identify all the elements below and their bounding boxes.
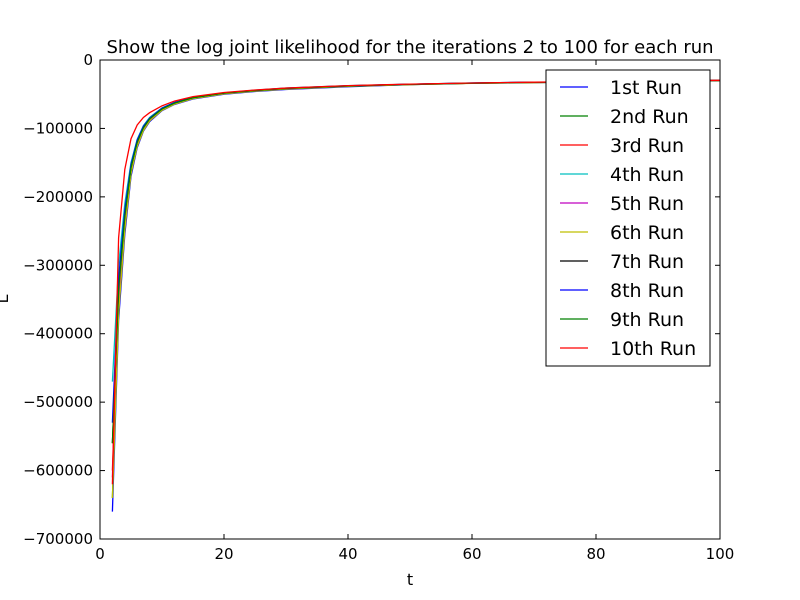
legend-label: 3rd Run — [610, 135, 684, 157]
legend-label: 1st Run — [610, 77, 682, 99]
y-tick-label: −600000 — [23, 462, 93, 480]
y-tick-label: −300000 — [23, 256, 93, 274]
y-axis-label: L — [0, 294, 12, 303]
y-tick-label: −400000 — [23, 325, 93, 343]
series-line-10 — [111, 79, 720, 485]
x-axis-label: t — [407, 570, 413, 589]
series-layer — [111, 79, 720, 512]
y-tick-label: 0 — [83, 51, 93, 69]
x-tick-label: 100 — [706, 545, 735, 563]
y-tick-label: −100000 — [23, 119, 93, 137]
x-tick-label: 20 — [214, 545, 233, 563]
plot-frame — [99, 59, 721, 540]
x-tick-label: 60 — [462, 545, 481, 563]
legend-label: 7th Run — [610, 251, 684, 273]
ticks-layer: 0 20 40 60 80 100 0 −100000 −200000 −300000 −40000… — [23, 51, 734, 563]
legend-label: 5th Run — [610, 193, 684, 215]
x-tick-label: 80 — [586, 545, 605, 563]
legend-box — [545, 69, 711, 367]
legend-label: 4th Run — [610, 164, 684, 186]
x-tick-label: 40 — [338, 545, 357, 563]
chart-title: Show the log joint likelihood for the it… — [106, 37, 713, 58]
y-tick-label: −700000 — [23, 530, 93, 548]
y-tick-label: −200000 — [23, 188, 93, 206]
legend-label: 8th Run — [610, 280, 684, 302]
y-tick-label: −500000 — [23, 393, 93, 411]
x-tick-label: 0 — [95, 545, 105, 563]
legend-label: 9th Run — [610, 309, 684, 331]
legend: 1st Run 2nd Run 3rd Run 4th Run 5th Run 6th R… — [545, 69, 711, 367]
legend-label: 6th Run — [610, 222, 684, 244]
legend-label: 2nd Run — [610, 106, 689, 128]
legend-label: 10th Run — [610, 338, 696, 360]
